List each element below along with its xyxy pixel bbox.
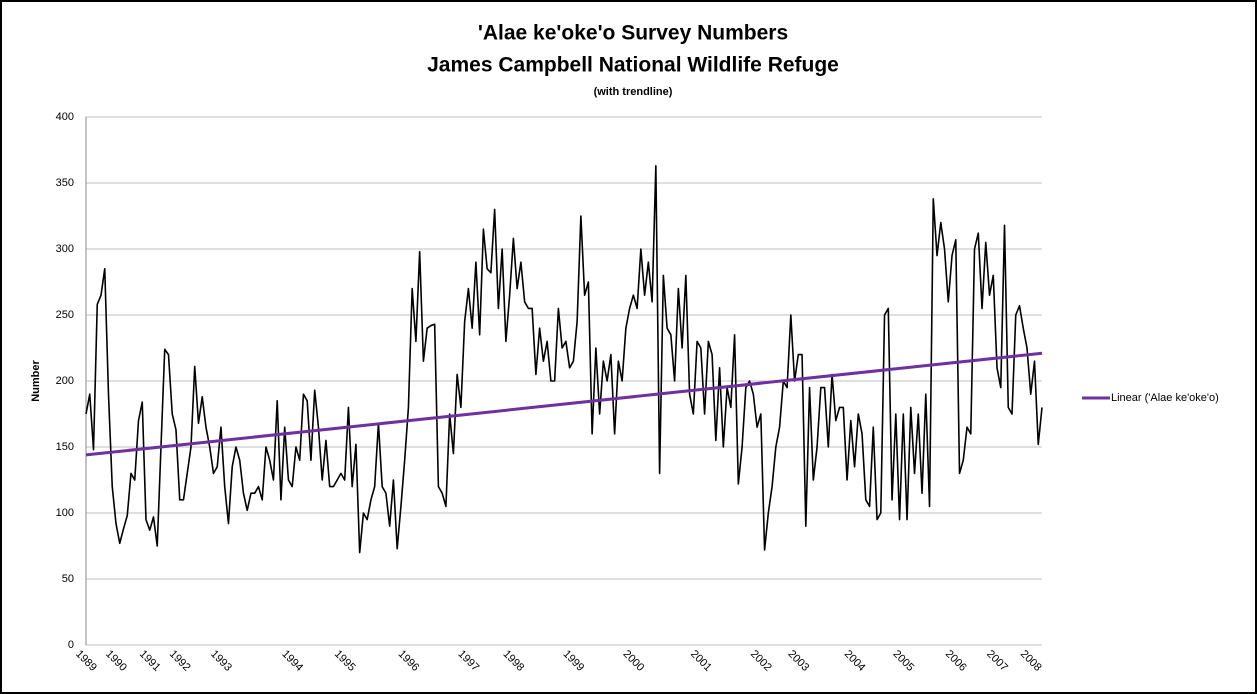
y-tick-label: 400: [56, 111, 74, 123]
y-tick-label: 200: [56, 375, 74, 387]
trendline: [85, 351, 1043, 457]
chart-subtitle: James Campbell National Wildlife Refuge: [427, 54, 839, 77]
legend-label: Linear ('Alae ke'oke'o): [1111, 392, 1219, 404]
y-tick-label: 350: [56, 177, 74, 189]
chart-title: 'Alae ke'oke'o Survey Numbers: [478, 22, 788, 45]
chart-note: (with trendline): [594, 86, 673, 98]
y-axis-label: Number: [30, 360, 42, 402]
y-tick-label: 0: [68, 639, 74, 651]
data-line: [85, 165, 1043, 554]
y-tick-label: 300: [56, 243, 74, 255]
y-tick-label: 100: [56, 507, 74, 519]
y-tick-label: 250: [56, 309, 74, 321]
y-tick-label: 50: [62, 573, 74, 585]
y-tick-label: 150: [56, 441, 74, 453]
